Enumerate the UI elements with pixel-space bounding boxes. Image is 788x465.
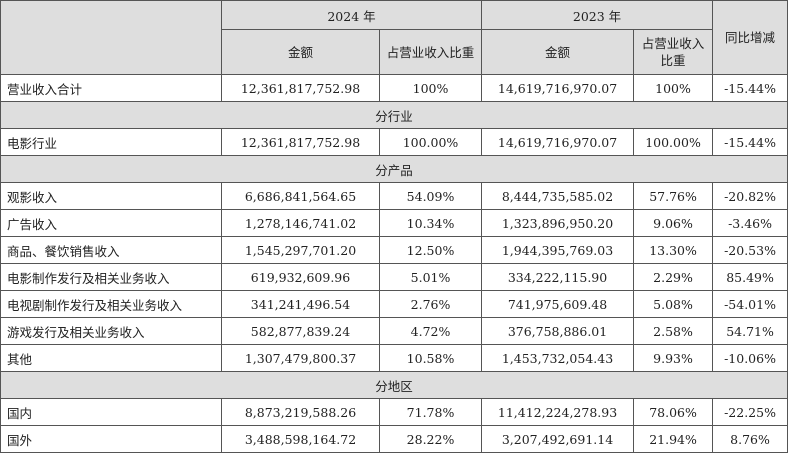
amount-2023: 14,619,716,970.07: [481, 74, 635, 102]
header-yoy: 同比增减: [712, 0, 788, 75]
share-2024: 100%: [378, 74, 483, 102]
share-2024: 2.76%: [378, 290, 483, 318]
yoy-change: -20.82%: [712, 182, 788, 210]
row-label: 观影收入: [0, 182, 222, 210]
row-label: 电影制作发行及相关业务收入: [0, 263, 222, 291]
section-title: 分产品: [0, 155, 788, 183]
revenue-table: 2024 年 2023 年 同比增减 金额 占营业收入比重 金额 占营业收入比重…: [0, 0, 788, 453]
amount-2023: 3,207,492,691.14: [481, 425, 635, 453]
header-share-2023: 占营业收入比重: [633, 29, 714, 75]
amount-2024: 582,877,839.24: [221, 317, 380, 345]
yoy-change: 8.76%: [712, 425, 788, 453]
share-2023: 57.76%: [633, 182, 714, 210]
row-label: 电视剧制作发行及相关业务收入: [0, 290, 222, 318]
yoy-change: -15.44%: [712, 74, 788, 102]
section-header-region: 分地区: [0, 371, 788, 399]
section-title: 分行业: [0, 101, 788, 129]
share-2023: 9.93%: [633, 344, 714, 372]
header-year-2023: 2023 年: [481, 0, 714, 30]
yoy-change: 85.49%: [712, 263, 788, 291]
share-2024: 71.78%: [378, 398, 483, 426]
share-2024: 4.72%: [378, 317, 483, 345]
yoy-change: -15.44%: [712, 128, 788, 156]
amount-2023: 1,453,732,054.43: [481, 344, 635, 372]
share-2024: 10.58%: [378, 344, 483, 372]
amount-2024: 12,361,817,752.98: [221, 74, 380, 102]
yoy-change: -20.53%: [712, 236, 788, 264]
amount-2023: 14,619,716,970.07: [481, 128, 635, 156]
yoy-change: 54.71%: [712, 317, 788, 345]
row-label: 广告收入: [0, 209, 222, 237]
amount-2024: 1,307,479,800.37: [221, 344, 380, 372]
yoy-change: -3.46%: [712, 209, 788, 237]
share-2023: 5.08%: [633, 290, 714, 318]
yoy-change: -54.01%: [712, 290, 788, 318]
table-row: 其他 1,307,479,800.37 10.58% 1,453,732,054…: [0, 344, 788, 372]
yoy-change: -10.06%: [712, 344, 788, 372]
row-label: 营业收入合计: [0, 74, 222, 102]
row-label: 其他: [0, 344, 222, 372]
amount-2024: 1,545,297,701.20: [221, 236, 380, 264]
amount-2023: 741,975,609.48: [481, 290, 635, 318]
amount-2024: 619,932,609.96: [221, 263, 380, 291]
share-2023: 2.29%: [633, 263, 714, 291]
header-corner: [0, 0, 222, 75]
share-2023: 2.58%: [633, 317, 714, 345]
section-header-industry: 分行业: [0, 101, 788, 129]
table-row: 电影行业 12,361,817,752.98 100.00% 14,619,71…: [0, 128, 788, 156]
header-share-2024: 占营业收入比重: [378, 29, 483, 75]
share-2023: 13.30%: [633, 236, 714, 264]
table-row: 商品、餐饮销售收入 1,545,297,701.20 12.50% 1,944,…: [0, 236, 788, 264]
share-2023: 78.06%: [633, 398, 714, 426]
share-2023: 21.94%: [633, 425, 714, 453]
header-amount-2024: 金额: [221, 29, 380, 75]
table-row: 观影收入 6,686,841,564.65 54.09% 8,444,735,5…: [0, 182, 788, 210]
table-row: 电视剧制作发行及相关业务收入 341,241,496.54 2.76% 741,…: [0, 290, 788, 318]
amount-2024: 12,361,817,752.98: [221, 128, 380, 156]
share-2023: 100.00%: [633, 128, 714, 156]
amount-2024: 8,873,219,588.26: [221, 398, 380, 426]
share-2023: 100%: [633, 74, 714, 102]
amount-2023: 1,944,395,769.03: [481, 236, 635, 264]
amount-2023: 1,323,896,950.20: [481, 209, 635, 237]
share-2024: 10.34%: [378, 209, 483, 237]
row-label: 商品、餐饮销售收入: [0, 236, 222, 264]
row-label: 国内: [0, 398, 222, 426]
header-year-2024: 2024 年: [220, 0, 483, 30]
table-row: 广告收入 1,278,146,741.02 10.34% 1,323,896,9…: [0, 209, 788, 237]
table-row: 游戏发行及相关业务收入 582,877,839.24 4.72% 376,758…: [0, 317, 788, 345]
yoy-change: -22.25%: [712, 398, 788, 426]
amount-2023: 11,412,224,278.93: [481, 398, 635, 426]
table-row: 电影制作发行及相关业务收入 619,932,609.96 5.01% 334,2…: [0, 263, 788, 291]
amount-2023: 376,758,886.01: [481, 317, 635, 345]
section-header-product: 分产品: [0, 155, 788, 183]
share-2024: 100.00%: [378, 128, 483, 156]
section-title: 分地区: [0, 371, 788, 399]
amount-2023: 8,444,735,585.02: [481, 182, 635, 210]
row-label: 国外: [0, 425, 222, 453]
share-2024: 5.01%: [378, 263, 483, 291]
share-2024: 28.22%: [378, 425, 483, 453]
table-row-total: 营业收入合计 12,361,817,752.98 100% 14,619,716…: [0, 74, 788, 102]
share-2024: 54.09%: [378, 182, 483, 210]
amount-2024: 6,686,841,564.65: [221, 182, 380, 210]
table-row: 国外 3,488,598,164.72 28.22% 3,207,492,691…: [0, 425, 788, 453]
amount-2024: 341,241,496.54: [221, 290, 380, 318]
share-2024: 12.50%: [378, 236, 483, 264]
share-2023: 9.06%: [633, 209, 714, 237]
row-label: 电影行业: [0, 128, 222, 156]
header-amount-2023: 金额: [481, 29, 635, 75]
amount-2024: 3,488,598,164.72: [221, 425, 380, 453]
amount-2023: 334,222,115.90: [481, 263, 635, 291]
row-label: 游戏发行及相关业务收入: [0, 317, 222, 345]
table-row: 国内 8,873,219,588.26 71.78% 11,412,224,27…: [0, 398, 788, 426]
amount-2024: 1,278,146,741.02: [221, 209, 380, 237]
